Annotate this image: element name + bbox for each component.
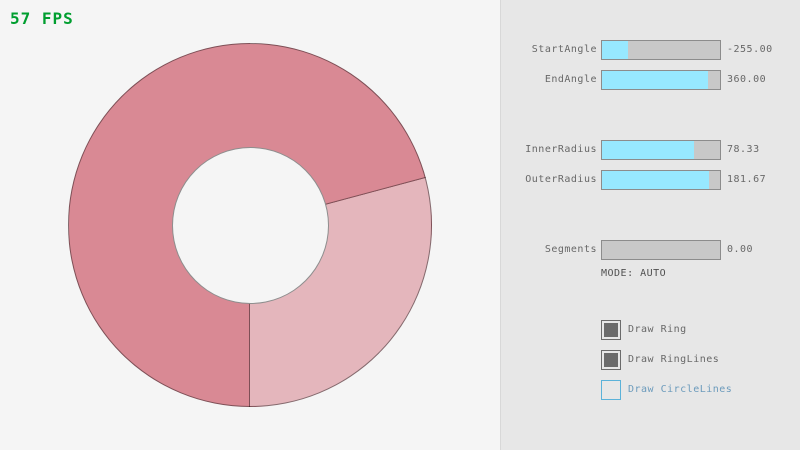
- slider-segments[interactable]: [601, 240, 721, 260]
- checkbox-draw-ringlines[interactable]: [601, 350, 621, 370]
- ring-inner-hole: [171, 146, 329, 304]
- slider-row-end-angle: EndAngle 360.00: [501, 70, 800, 90]
- slider-fill: [602, 141, 695, 159]
- slider-value-start-angle: -255.00: [727, 44, 773, 55]
- checkbox-row-draw-ring: Draw Ring: [601, 320, 800, 340]
- slider-fill: [602, 71, 709, 89]
- slider-fill: [602, 171, 710, 189]
- fps-counter: 57 FPS: [10, 9, 74, 28]
- segments-mode-text: MODE: AUTO: [601, 268, 667, 279]
- slider-row-inner-radius: InnerRadius 78.33: [501, 140, 800, 160]
- checkmark-icon: [604, 323, 618, 337]
- controls-panel: StartAngle -255.00 EndAngle 360.00 Inner…: [500, 0, 800, 450]
- checkbox-label-draw-ringlines: Draw RingLines: [628, 354, 720, 365]
- checkbox-row-draw-circlelines: Draw CircleLines: [601, 380, 800, 400]
- slider-label-inner-radius: InnerRadius: [525, 144, 597, 155]
- slider-value-outer-radius: 181.67: [727, 174, 767, 185]
- slider-row-outer-radius: OuterRadius 181.67: [501, 170, 800, 190]
- slider-value-inner-radius: 78.33: [727, 144, 760, 155]
- slider-inner-radius[interactable]: [601, 140, 721, 160]
- slider-fill: [602, 41, 628, 59]
- slider-value-segments: 0.00: [727, 244, 754, 255]
- slider-label-segments: Segments: [544, 244, 597, 255]
- checkbox-label-draw-circlelines: Draw CircleLines: [628, 384, 733, 395]
- slider-label-end-angle: EndAngle: [544, 74, 597, 85]
- slider-start-angle[interactable]: [601, 40, 721, 60]
- checkbox-label-draw-ring: Draw Ring: [628, 324, 687, 335]
- checkbox-draw-circlelines[interactable]: [601, 380, 621, 400]
- slider-outer-radius[interactable]: [601, 170, 721, 190]
- slider-row-segments: Segments 0.00: [501, 240, 800, 260]
- ring-end-angle-line: [249, 303, 250, 407]
- slider-value-end-angle: 360.00: [727, 74, 767, 85]
- checkbox-draw-ring[interactable]: [601, 320, 621, 340]
- checkbox-row-draw-ringlines: Draw RingLines: [601, 350, 800, 370]
- slider-row-start-angle: StartAngle -255.00: [501, 40, 800, 60]
- checkmark-icon: [604, 353, 618, 367]
- slider-label-start-angle: StartAngle: [531, 44, 597, 55]
- slider-label-outer-radius: OuterRadius: [525, 174, 597, 185]
- slider-end-angle[interactable]: [601, 70, 721, 90]
